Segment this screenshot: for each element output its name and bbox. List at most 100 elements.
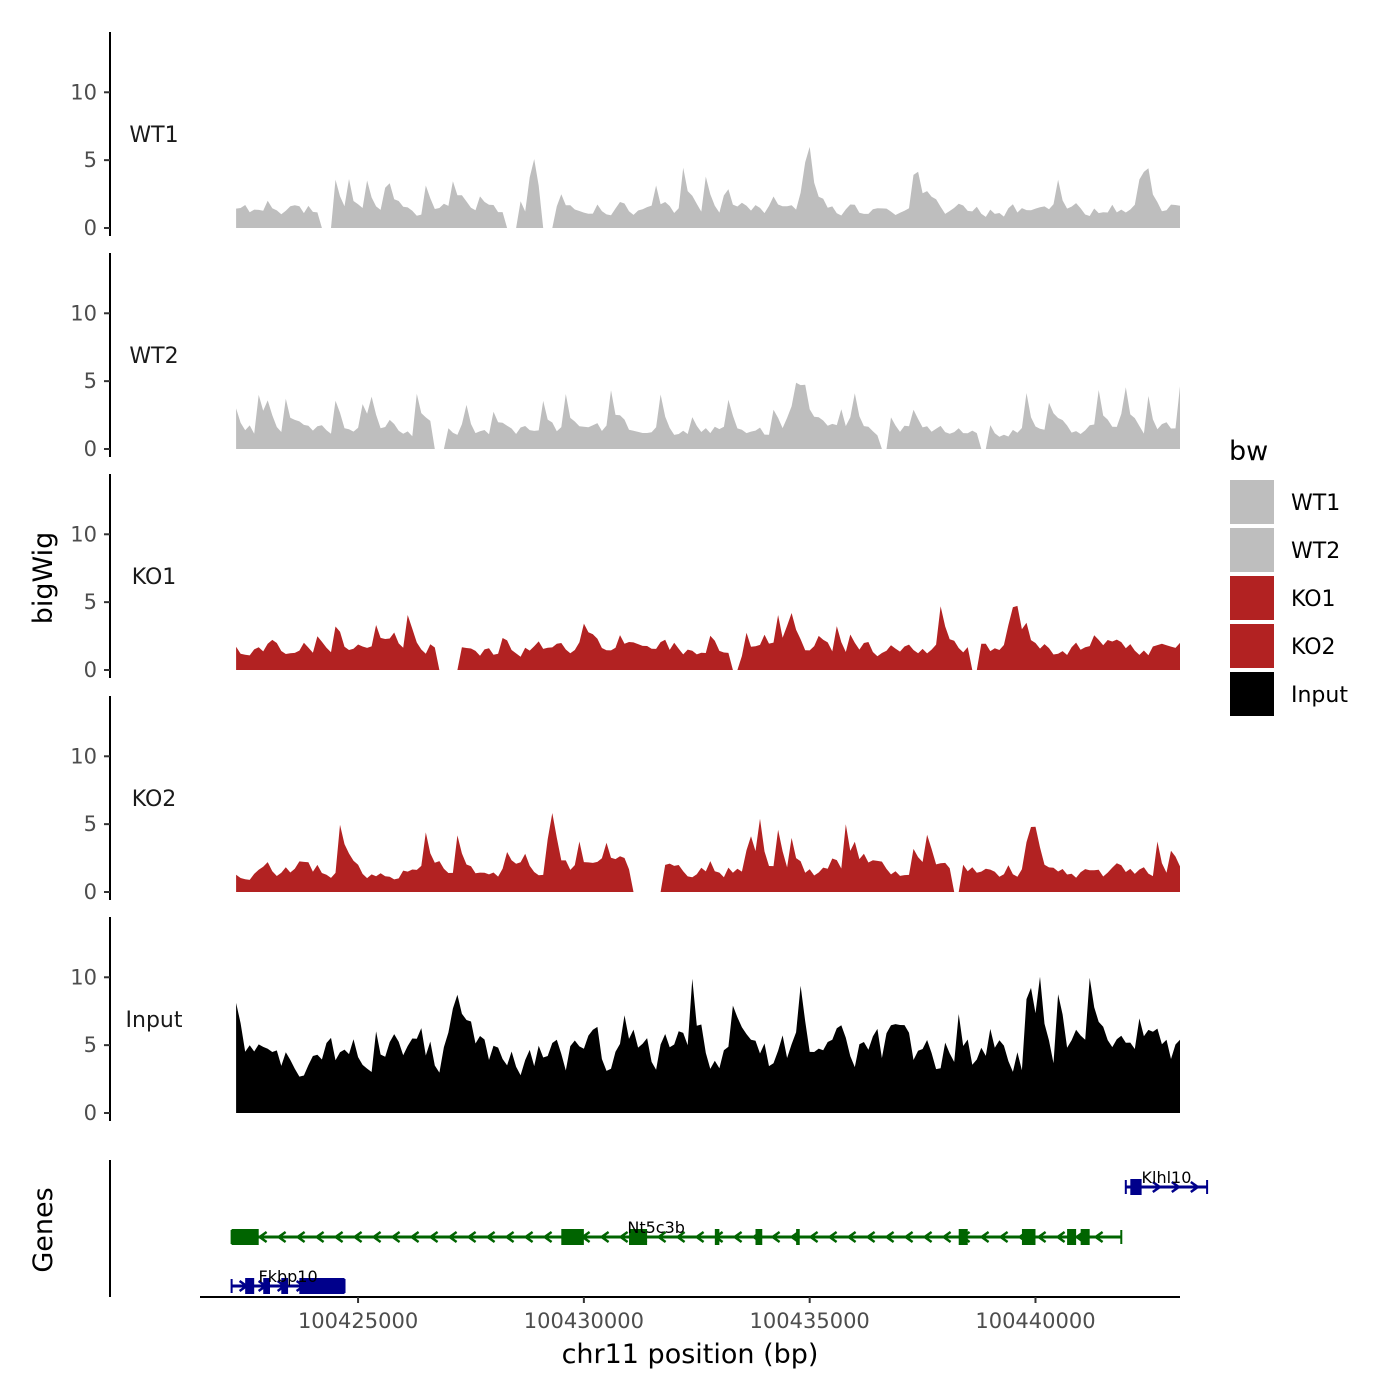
y-tick-label: 0 xyxy=(84,880,97,904)
y-tick-label: 5 xyxy=(84,590,97,614)
gene-track: Fkbp10 Nt5c3b Klhl10 xyxy=(109,1160,1209,1297)
track-ko1: 0 5 10 KO1 xyxy=(70,474,1181,682)
strand-chevron xyxy=(257,1230,268,1244)
gene-exon xyxy=(299,1278,345,1294)
strand-chevron xyxy=(1190,1180,1200,1194)
coverage-area-ko1 xyxy=(236,605,1181,670)
gene-exon xyxy=(629,1229,648,1245)
strand-chevron xyxy=(542,1230,553,1244)
strand-chevron xyxy=(1152,1180,1162,1194)
strand-chevron xyxy=(675,1230,686,1244)
strand-chevron xyxy=(371,1230,382,1244)
legend-swatch xyxy=(1230,480,1274,524)
gene-exon xyxy=(231,1229,259,1245)
strand-chevron xyxy=(485,1230,496,1244)
legend: bw WT1 WT2 KO1 KO2 Input xyxy=(1229,436,1348,716)
gene-exon xyxy=(755,1229,763,1245)
x-tick-label: 100440000 xyxy=(975,1309,1095,1333)
legend-item-wt2: WT2 xyxy=(1230,528,1340,572)
track-input: 0 5 10 Input xyxy=(70,917,1181,1125)
strand-chevron xyxy=(447,1230,458,1244)
strand-chevron xyxy=(884,1230,895,1244)
gene-nt5c3b: Nt5c3b xyxy=(230,1218,1123,1245)
y-tick-label: 0 xyxy=(84,658,97,682)
coverage-area-wt1 xyxy=(236,146,1181,228)
track-label: Input xyxy=(126,1008,183,1033)
legend-label: WT2 xyxy=(1291,539,1340,564)
strand-chevron xyxy=(276,1230,287,1244)
y-tick-label: 5 xyxy=(84,1033,97,1057)
y-axis-title: bigWig xyxy=(28,532,59,625)
strand-chevron xyxy=(865,1230,876,1244)
strand-chevron xyxy=(979,1230,990,1244)
strand-chevron xyxy=(523,1230,534,1244)
strand-chevron xyxy=(352,1230,363,1244)
legend-swatch xyxy=(1230,528,1274,572)
gene-fkbp10: Fkbp10 xyxy=(230,1267,346,1294)
legend-swatch xyxy=(1230,672,1274,716)
genes-axis-title: Genes xyxy=(28,1187,59,1272)
track-wt1: 0 5 10 WT1 xyxy=(70,32,1181,240)
strand-chevron xyxy=(466,1230,477,1244)
coverage-area-ko2 xyxy=(236,813,1181,892)
y-tick-label: 5 xyxy=(84,812,97,836)
legend-item-ko1: KO1 xyxy=(1230,576,1336,620)
y-tick-label: 5 xyxy=(84,369,97,393)
strand-chevron xyxy=(333,1230,344,1244)
strand-chevron xyxy=(808,1230,819,1244)
strand-chevron xyxy=(618,1230,629,1244)
strand-chevron xyxy=(846,1230,857,1244)
strand-chevron xyxy=(827,1230,838,1244)
legend-label: KO1 xyxy=(1291,587,1336,612)
y-tick-label: 10 xyxy=(70,301,97,325)
strand-chevron xyxy=(903,1230,914,1244)
track-label: WT2 xyxy=(129,344,178,369)
strand-chevron xyxy=(1093,1230,1104,1244)
track-ko2: 0 5 10 KO2 xyxy=(70,696,1181,904)
gene-exon xyxy=(1130,1179,1142,1195)
track-wt2: 0 5 10 WT2 xyxy=(70,253,1181,461)
y-tick-label: 0 xyxy=(84,216,97,240)
strand-chevron xyxy=(314,1230,325,1244)
strand-chevron xyxy=(599,1230,610,1244)
y-tick-label: 10 xyxy=(70,965,97,989)
x-axis: 100425000 100430000 100435000 100440000 xyxy=(200,1296,1180,1333)
legend-label: KO2 xyxy=(1291,635,1336,660)
gene-exon xyxy=(1067,1229,1077,1245)
strand-chevron xyxy=(428,1230,439,1244)
y-tick-label: 10 xyxy=(70,80,97,104)
strand-chevron xyxy=(1036,1230,1047,1244)
gene-label: Klhl10 xyxy=(1142,1168,1192,1187)
coverage-area-wt2 xyxy=(236,382,1181,449)
strand-chevron xyxy=(1055,1230,1066,1244)
x-tick-label: 100425000 xyxy=(298,1309,418,1333)
gene-klhl10: Klhl10 xyxy=(1124,1168,1209,1195)
gene-exon xyxy=(958,1229,968,1245)
gene-exon xyxy=(281,1278,289,1294)
strand-chevron xyxy=(941,1230,952,1244)
y-tick-label: 5 xyxy=(84,148,97,172)
strand-chevron xyxy=(1171,1180,1181,1194)
strand-chevron xyxy=(390,1230,401,1244)
x-axis-title: chr11 position (bp) xyxy=(562,1339,819,1370)
track-label: KO2 xyxy=(132,787,177,812)
legend-title: bw xyxy=(1229,436,1268,467)
gene-exon xyxy=(245,1278,255,1294)
strand-chevron xyxy=(770,1230,781,1244)
strand-chevron xyxy=(732,1230,743,1244)
gene-label: Nt5c3b xyxy=(627,1218,685,1237)
track-label: KO1 xyxy=(132,565,177,590)
y-tick-label: 10 xyxy=(70,744,97,768)
gene-exon xyxy=(263,1278,270,1294)
strand-chevron xyxy=(694,1230,705,1244)
coverage-area-input xyxy=(236,976,1181,1113)
gene-exon xyxy=(714,1229,720,1245)
y-tick-label: 10 xyxy=(70,522,97,546)
coverage-tracks: 0 5 10 WT1 0 5 10 WT2 0 5 10 KO1 0 5 10 KO2 0 5 10 Input xyxy=(70,32,1181,1125)
legend-item-ko2: KO2 xyxy=(1230,624,1336,668)
gene-exon xyxy=(1080,1229,1090,1245)
track-label: WT1 xyxy=(129,123,178,148)
gene-label: Fkbp10 xyxy=(258,1267,317,1286)
legend-swatch xyxy=(1230,576,1274,620)
